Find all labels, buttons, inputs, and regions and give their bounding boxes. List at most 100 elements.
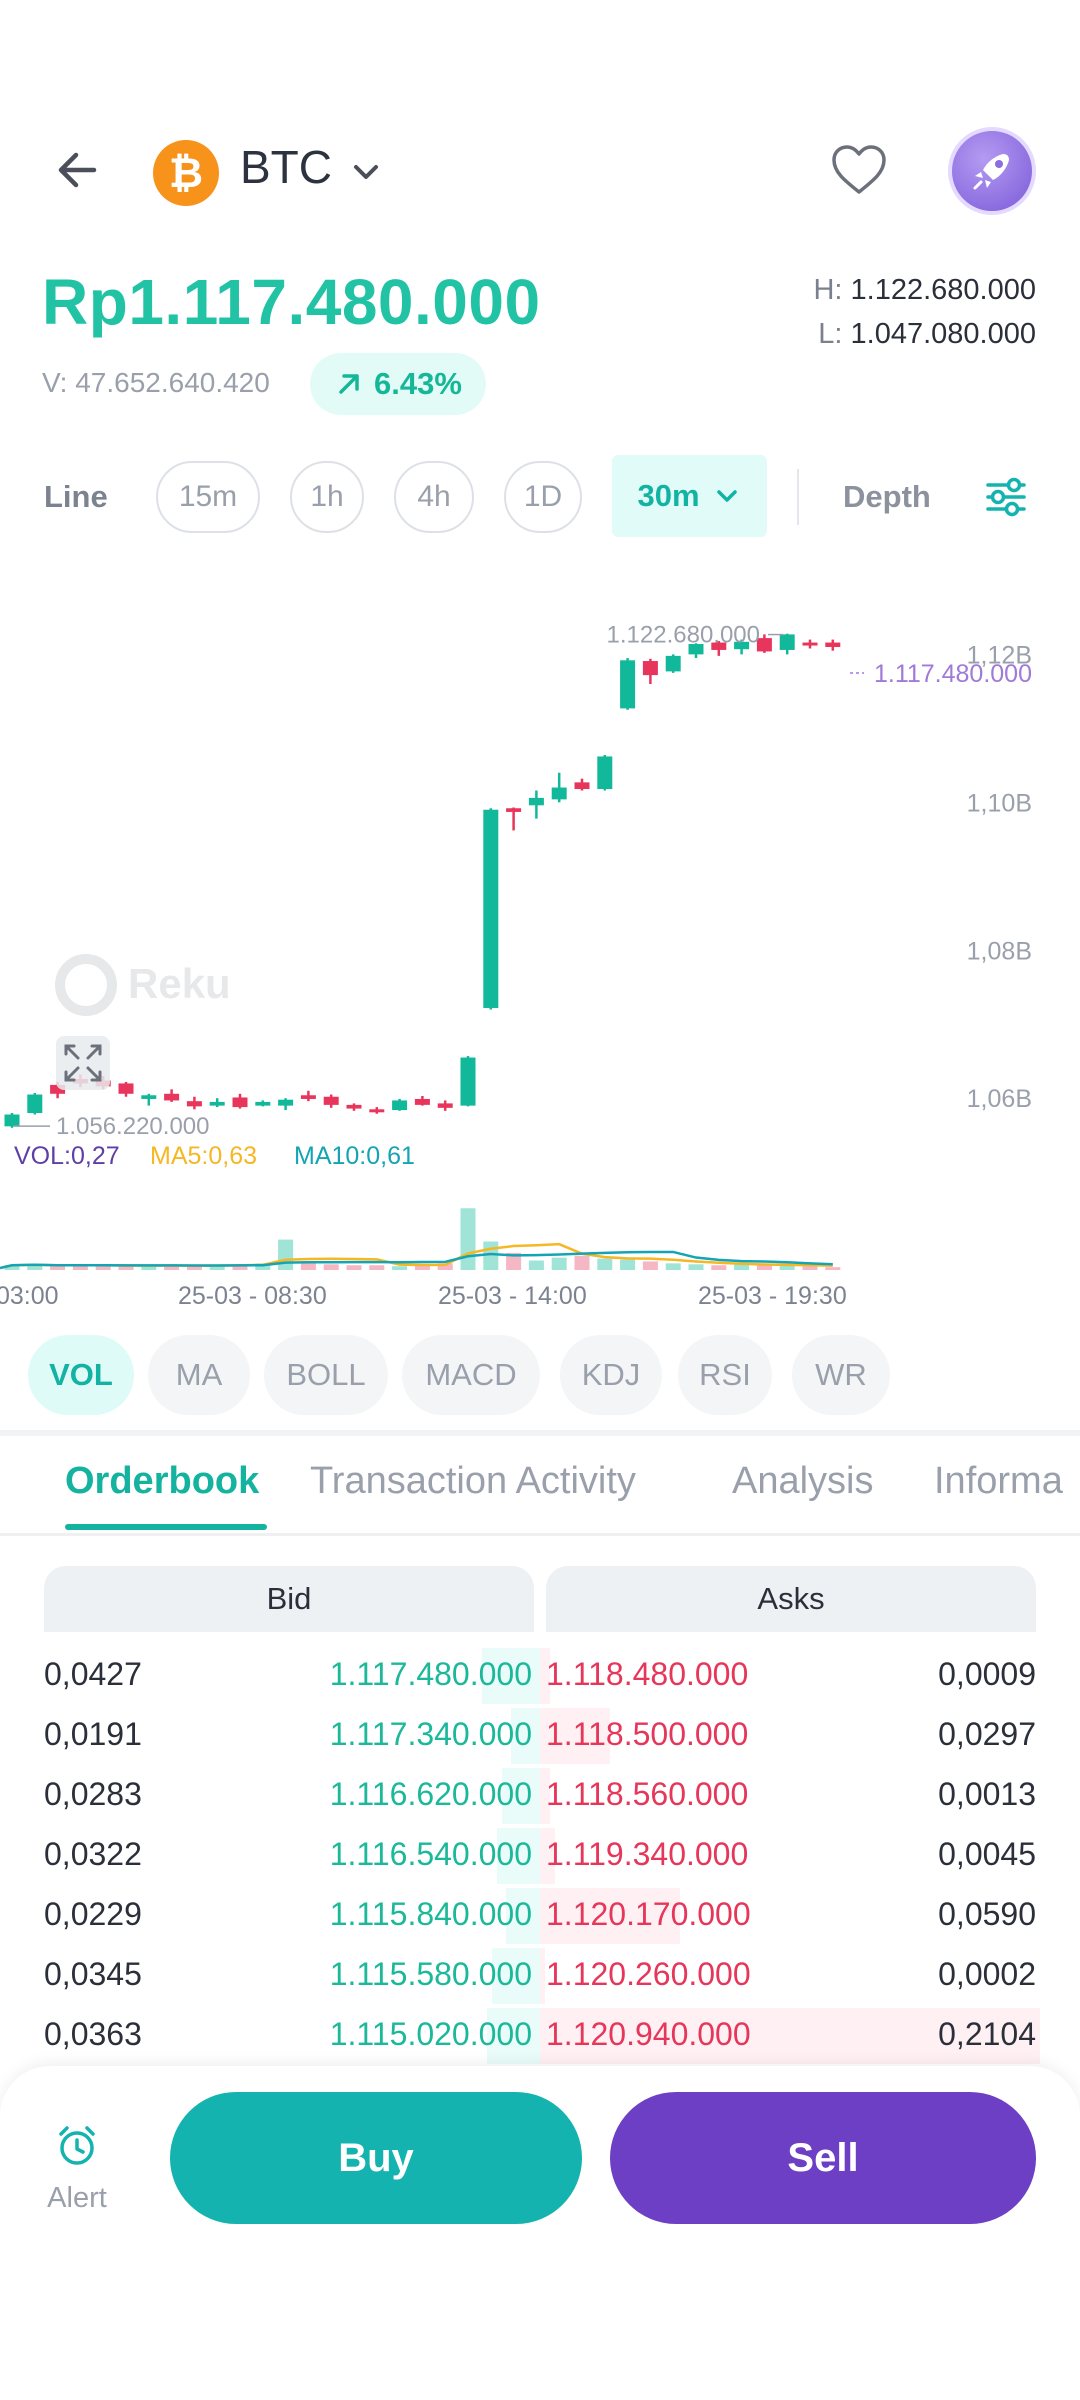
ask-quantity: 0,0590: [938, 1896, 1036, 1932]
indicator-boll[interactable]: BOLL: [264, 1335, 388, 1415]
volume-bar: [209, 1265, 225, 1270]
high-label: H:: [813, 274, 843, 306]
orderbook-row[interactable]: 0,0345 1.115.580.000 1.120.260.000 0,0002: [0, 1946, 1080, 2006]
candle-body: [665, 655, 681, 672]
ask-price: 1.120.260.000: [546, 1956, 751, 1992]
volume-bar: [141, 1265, 157, 1270]
candle-body: [597, 756, 613, 790]
orderbook-row[interactable]: 0,0322 1.116.540.000 1.119.340.000 0,0045: [0, 1826, 1080, 1886]
candle: [528, 790, 544, 819]
candle-body: [209, 1101, 225, 1106]
tab-depth[interactable]: Depth: [843, 479, 931, 514]
price-chart[interactable]: Reku 1,12B 1,10B 1,08B 1,06B 1.122.680.000 1…: [0, 590, 1080, 1320]
x-tick-label: 25-03 - 14:00: [438, 1282, 587, 1310]
bid-depth-bar: [496, 1828, 540, 1884]
candle: [392, 1098, 408, 1111]
tab-information[interactable]: Informa: [934, 1460, 1063, 1502]
volume-bar: [688, 1264, 704, 1270]
change-value: 6.43%: [374, 366, 462, 401]
y-tick-label: 1,10B: [967, 789, 1032, 817]
tab-analysis[interactable]: Analysis: [732, 1460, 874, 1502]
coin-name[interactable]: BTC: [240, 141, 332, 193]
volume-bar: [369, 1265, 385, 1270]
candle-body: [346, 1104, 362, 1109]
tab-line-chart[interactable]: Line: [44, 479, 108, 514]
orderbook-row[interactable]: 0,0363 1.115.020.000 1.120.940.000 0,2104: [0, 2006, 1080, 2066]
timeframe-selector: Line 15m 1h 4h 1D 30m Depth: [0, 455, 1080, 541]
orderbook-row[interactable]: 0,0427 1.117.480.000 1.118.480.000 0,0009: [0, 1646, 1080, 1706]
ma5-label: MA5:0,63: [150, 1142, 257, 1170]
ask-depth-bar: [540, 1648, 550, 1704]
candle-body: [255, 1101, 271, 1106]
timeframe-4h[interactable]: 4h: [394, 461, 474, 533]
bid-price: 1.117.480.000: [329, 1656, 532, 1692]
bid-quantity: 0,0229: [44, 1896, 142, 1932]
buy-button[interactable]: Buy: [170, 2092, 582, 2224]
bid-depth-bar: [492, 1948, 540, 2004]
alert-button[interactable]: Alert: [40, 2122, 114, 2215]
timeframe-1d[interactable]: 1D: [504, 461, 582, 533]
indicator-rsi[interactable]: RSI: [678, 1335, 772, 1415]
ask-price: 1.118.480.000: [546, 1656, 749, 1692]
candle-body: [369, 1109, 385, 1113]
timeframe-15m[interactable]: 15m: [156, 461, 260, 533]
expand-icon[interactable]: [56, 1036, 110, 1090]
candle: [574, 778, 590, 791]
candle-body: [392, 1100, 408, 1111]
candle-body: [460, 1057, 476, 1106]
volume-bar: [665, 1263, 681, 1270]
indicator-vol[interactable]: VOL: [28, 1335, 134, 1415]
candle-body: [278, 1099, 294, 1106]
sell-button[interactable]: Sell: [610, 2092, 1036, 2224]
watermark-text: Reku: [128, 960, 231, 1007]
candle: [802, 639, 818, 649]
heart-icon[interactable]: [826, 138, 892, 204]
rocket-icon[interactable]: [948, 127, 1036, 215]
bid-depth-bar: [511, 1708, 540, 1764]
tab-transaction-activity[interactable]: Transaction Activity: [310, 1460, 636, 1502]
bid-depth-bar: [506, 1888, 540, 1944]
ask-price: 1.118.500.000: [546, 1716, 749, 1752]
alert-label: Alert: [47, 2182, 107, 2214]
bid-price: 1.116.620.000: [329, 1776, 532, 1812]
volume-bar: [95, 1265, 111, 1270]
orderbook-row[interactable]: 0,0229 1.115.840.000 1.120.170.000 0,0590: [0, 1886, 1080, 1946]
change-badge: 6.43%: [310, 353, 486, 415]
candle: [620, 658, 636, 710]
vol-label: VOL:0,27: [14, 1142, 120, 1170]
orderbook-row[interactable]: 0,0191 1.117.340.000 1.118.500.000 0,0297: [0, 1706, 1080, 1766]
detail-tabs: Orderbook Transaction Activity Analysis …: [0, 1436, 1080, 1536]
volume-bar: [50, 1266, 66, 1270]
volume-bar: [27, 1264, 43, 1270]
bid-price: 1.117.340.000: [329, 1716, 532, 1752]
candle-body: [437, 1103, 453, 1108]
candle: [164, 1089, 180, 1102]
orderbook-row[interactable]: 0,0283 1.116.620.000 1.118.560.000 0,0013: [0, 1766, 1080, 1826]
candle: [460, 1056, 476, 1107]
candle-body: [528, 797, 544, 806]
timeframe-active[interactable]: 30m: [612, 455, 767, 537]
candle: [323, 1094, 339, 1108]
indicator-ma[interactable]: MA: [148, 1335, 250, 1415]
volume-bar: [551, 1257, 567, 1270]
candle-body: [164, 1093, 180, 1101]
volume-bar: [118, 1266, 134, 1270]
volume-bar: [255, 1263, 271, 1270]
candle: [209, 1098, 225, 1108]
indicator-macd[interactable]: MACD: [402, 1335, 540, 1415]
timeframe-active-label: 30m: [637, 478, 700, 513]
volume-bar: [186, 1266, 202, 1270]
bid-depth-bar: [501, 1768, 540, 1824]
indicator-kdj[interactable]: KDJ: [560, 1335, 662, 1415]
back-arrow-icon[interactable]: [50, 142, 106, 198]
candle: [4, 1113, 20, 1128]
volume-bar: [392, 1266, 408, 1270]
asks-header: Asks: [546, 1566, 1036, 1632]
chevron-down-icon[interactable]: [346, 152, 386, 192]
indicator-wr[interactable]: WR: [792, 1335, 890, 1415]
ask-price: 1.120.940.000: [546, 2016, 751, 2052]
chart-settings-icon[interactable]: [982, 473, 1030, 521]
candle-body: [734, 641, 750, 650]
tab-orderbook[interactable]: Orderbook: [65, 1460, 260, 1502]
timeframe-1h[interactable]: 1h: [290, 461, 364, 533]
